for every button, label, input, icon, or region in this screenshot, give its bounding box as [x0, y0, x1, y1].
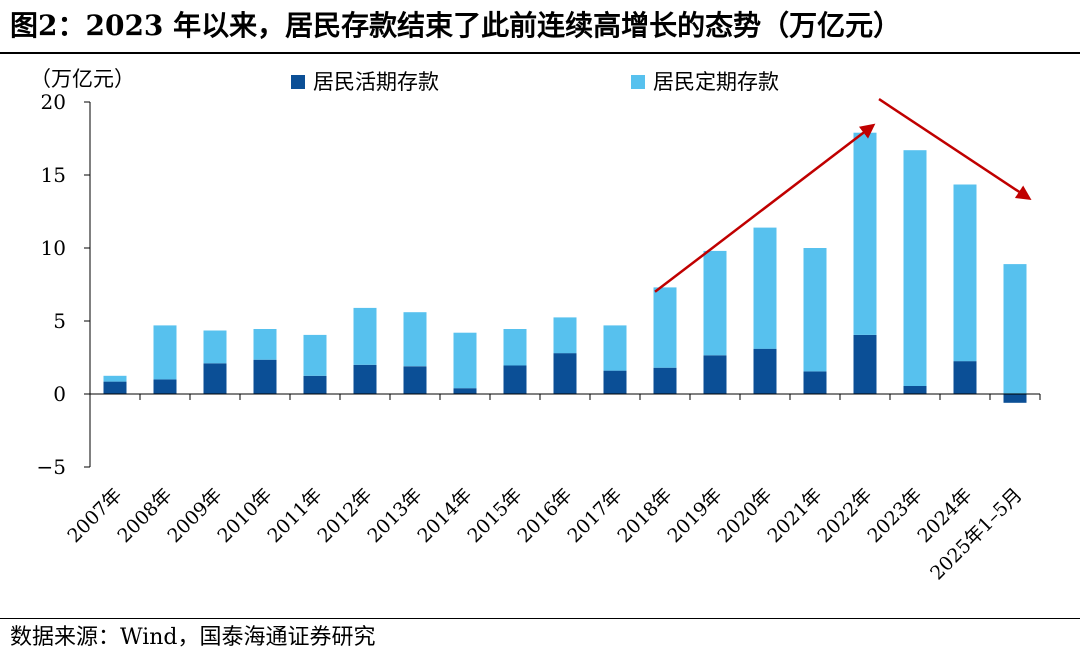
- bar-time-deposit-3: [203, 330, 227, 364]
- bar-demand-deposit-15: [803, 371, 827, 394]
- y-tick-label: 10: [41, 236, 66, 260]
- bar-time-deposit-18: [953, 184, 977, 362]
- x-tick-label: 2010年: [213, 484, 276, 547]
- x-tick-label: 2023年: [863, 484, 926, 547]
- bar-demand-deposit-4: [253, 359, 277, 394]
- x-tick-label: 2017年: [563, 484, 626, 547]
- bar-demand-deposit-10: [553, 353, 577, 394]
- bar-demand-deposit-19: [1003, 394, 1027, 403]
- bar-time-deposit-10: [553, 317, 577, 354]
- x-tick-label: 2019年: [663, 484, 726, 547]
- bar-time-deposit-11: [603, 325, 627, 371]
- bar-demand-deposit-5: [303, 375, 327, 395]
- bar-demand-deposit-2: [153, 379, 177, 394]
- bar-time-deposit-13: [703, 250, 727, 356]
- bar-demand-deposit-17: [903, 386, 927, 394]
- bar-demand-deposit-6: [353, 364, 377, 394]
- x-tick-label: 2007年: [63, 484, 126, 547]
- bar-time-deposit-4: [253, 329, 277, 360]
- axes-layer: −5 0 5 10 15 20 2007年2008年2009年2010年2011年2012年…: [37, 90, 1041, 584]
- y-tick-label: 5: [53, 309, 66, 333]
- bar-time-deposit-15: [803, 248, 827, 372]
- trend-arrows: [654, 98, 1032, 293]
- x-tick-label: 2022年: [813, 484, 876, 547]
- bar-demand-deposit-13: [703, 355, 727, 394]
- bar-demand-deposit-18: [953, 361, 977, 394]
- bar-demand-deposit-1: [103, 381, 127, 394]
- y-tick-label: −5: [37, 455, 66, 479]
- bar-time-deposit-16: [853, 132, 877, 335]
- bar-time-deposit-9: [503, 329, 527, 366]
- title-divider: [0, 52, 1080, 54]
- bar-time-deposit-17: [903, 150, 927, 386]
- x-tick-label: 2008年: [113, 484, 176, 547]
- x-tick-label: 2015年: [463, 484, 526, 547]
- x-tick-label: 2021年: [763, 484, 826, 547]
- bar-demand-deposit-9: [503, 365, 527, 394]
- bar-time-deposit-19: [1003, 264, 1027, 394]
- bar-demand-deposit-16: [853, 334, 877, 394]
- x-tick-label: 2009年: [163, 484, 226, 547]
- rising-trend-arrow: [654, 123, 876, 293]
- legend-label: 居民活期存款: [313, 70, 439, 94]
- y-axis-label: （万亿元）: [30, 67, 135, 91]
- x-tick-label: 2013年: [363, 484, 426, 547]
- bar-time-deposit-1: [103, 375, 127, 382]
- legend-label: 居民定期存款: [653, 70, 779, 94]
- bar-time-deposit-8: [453, 332, 477, 389]
- bar-demand-deposit-12: [653, 367, 677, 394]
- bar-time-deposit-5: [303, 334, 327, 376]
- bars-layer: [103, 132, 1027, 403]
- bar-demand-deposit-11: [603, 370, 627, 394]
- falling-trend-arrow: [878, 98, 1032, 201]
- figure-title: 图2：2023 年以来，居民存款结束了此前连续高增长的态势（万亿元）: [10, 9, 902, 42]
- x-tick-label: 2016年: [513, 484, 576, 547]
- x-tick-label: 2011年: [263, 484, 326, 547]
- x-tick-label: 2018年: [613, 484, 676, 547]
- y-tick-label: 0: [53, 382, 66, 406]
- source-divider: [0, 618, 1080, 619]
- bar-time-deposit-12: [653, 287, 677, 368]
- bar-demand-deposit-7: [403, 366, 427, 394]
- bar-time-deposit-14: [753, 227, 777, 349]
- bar-demand-deposit-8: [453, 388, 477, 394]
- x-tick-label: 2014年: [413, 484, 476, 547]
- legend-swatch: [631, 75, 645, 89]
- x-tick-label: 2012年: [313, 484, 376, 547]
- legend-swatch: [291, 75, 305, 89]
- bar-demand-deposit-3: [203, 363, 227, 394]
- deposit-stacked-bar-chart: （万亿元） 居民活期存款 居民定期存款 −5051015202007年2008年2…: [30, 67, 1041, 584]
- bar-time-deposit-7: [403, 312, 427, 367]
- legend: 居民活期存款 居民定期存款: [291, 70, 779, 94]
- y-tick-label: 20: [41, 90, 66, 114]
- bar-demand-deposit-14: [753, 348, 777, 394]
- bar-time-deposit-6: [353, 307, 377, 365]
- x-tick-label: 2020年: [713, 484, 776, 547]
- y-tick-label: 15: [41, 163, 66, 187]
- bar-time-deposit-2: [153, 325, 177, 380]
- source-note: 数据来源：Wind，国泰海通证券研究: [10, 625, 376, 650]
